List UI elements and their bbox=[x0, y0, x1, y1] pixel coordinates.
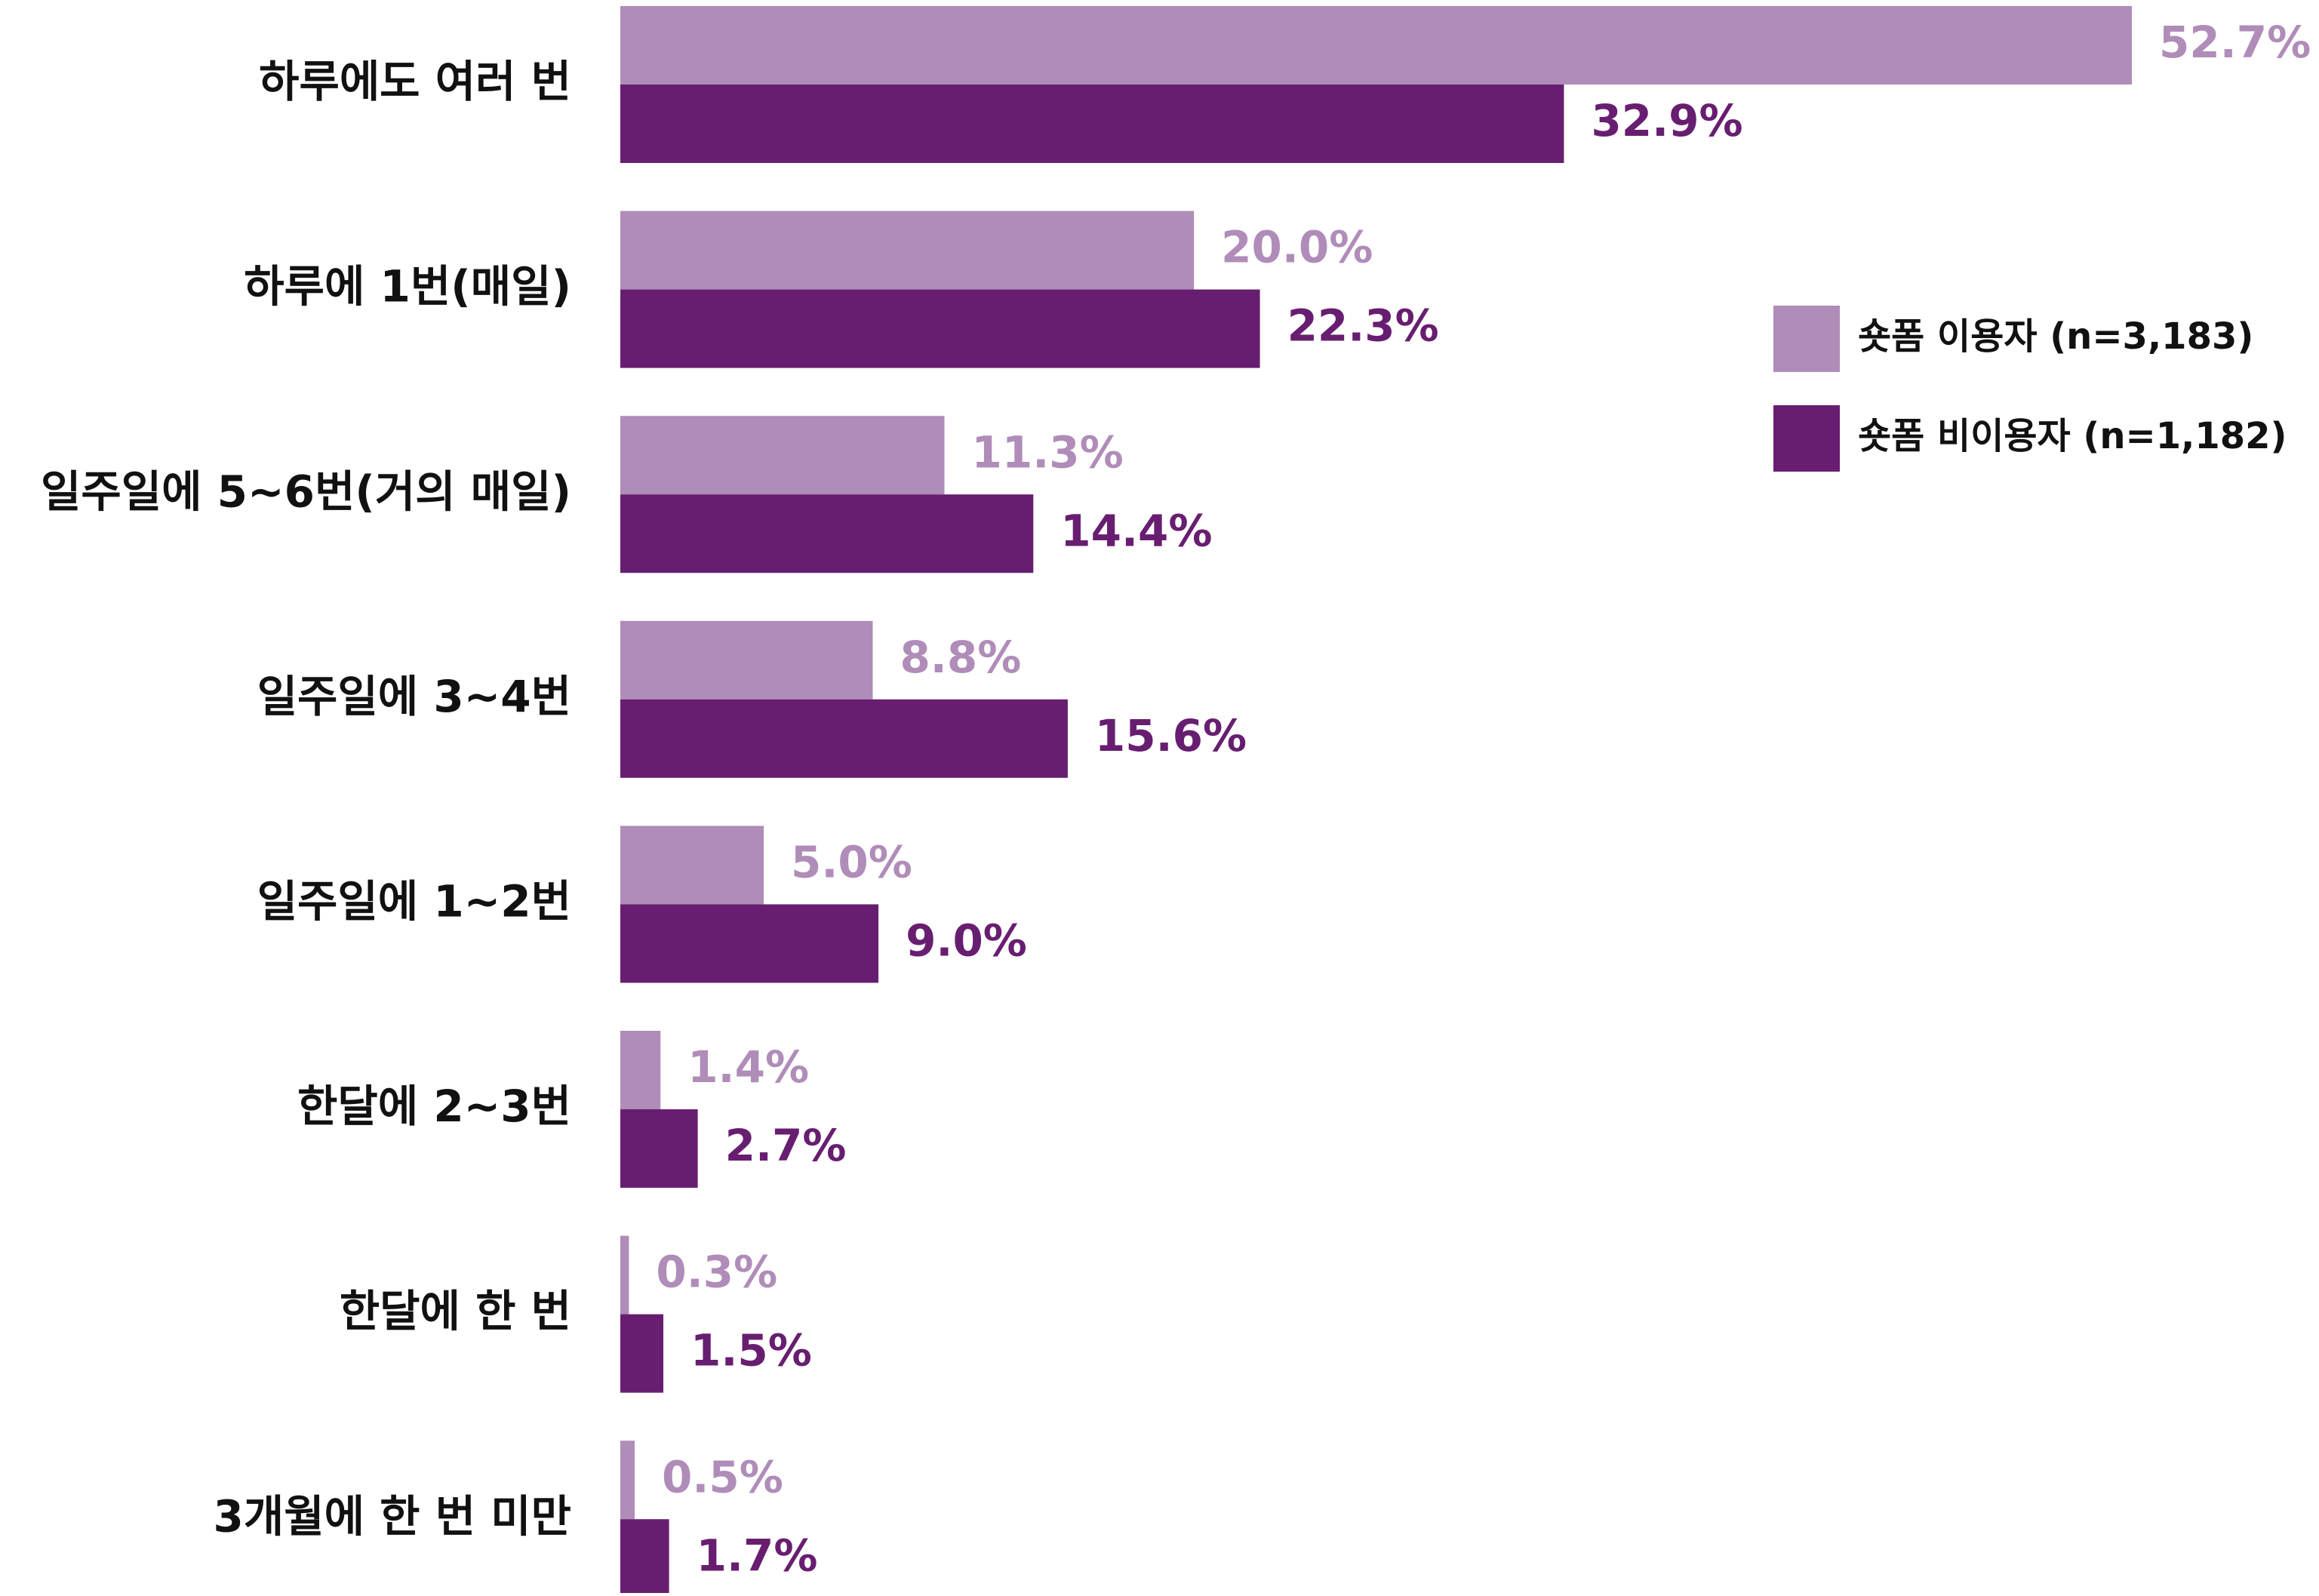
data-label: 14.4% bbox=[1060, 505, 1212, 556]
category-label: 한달에 한 번 bbox=[340, 1286, 571, 1337]
legend-swatch bbox=[1773, 306, 1840, 372]
bar-nonuser bbox=[620, 85, 1564, 163]
category-label: 한달에 2~3번 bbox=[297, 1081, 571, 1132]
data-label: 2.7% bbox=[725, 1120, 847, 1171]
data-label: 9.0% bbox=[906, 915, 1027, 967]
bar-user bbox=[620, 1441, 635, 1520]
bar-user bbox=[620, 1031, 661, 1109]
bar-user bbox=[620, 6, 2132, 85]
data-label: 8.8% bbox=[900, 632, 1021, 683]
bar-user bbox=[620, 416, 945, 495]
category-label: 하루에도 여러 번 bbox=[259, 56, 571, 107]
bar-nonuser bbox=[620, 289, 1260, 368]
data-label: 32.9% bbox=[1591, 95, 1742, 146]
data-label: 1.4% bbox=[687, 1041, 809, 1093]
bar-nonuser bbox=[620, 1519, 669, 1596]
bar-user bbox=[620, 211, 1195, 290]
bar-nonuser bbox=[620, 904, 879, 983]
bars-layer bbox=[620, 6, 2132, 1596]
data-label: 1.7% bbox=[697, 1530, 818, 1581]
category-label: 일주일에 3~4번 bbox=[257, 671, 571, 722]
bar-nonuser bbox=[620, 494, 1034, 574]
category-label: 하루에 1번(매일) bbox=[244, 261, 571, 312]
category-label: 일주일에 1~2번 bbox=[257, 876, 571, 927]
bar-nonuser bbox=[620, 1314, 664, 1393]
data-label: 20.0% bbox=[1221, 222, 1373, 273]
data-label: 15.6% bbox=[1095, 710, 1247, 761]
data-label: 5.0% bbox=[791, 837, 912, 888]
bar-user bbox=[620, 620, 873, 700]
category-label: 일주일에 5~6번(거의 매일) bbox=[41, 466, 571, 517]
bar-user bbox=[620, 826, 764, 905]
labels-layer: 하루에도 여러 번 52.7% 32.9% 하루에 1번(매일) 20.0% 22.3% 일… bbox=[41, 17, 2311, 1581]
data-label: 22.3% bbox=[1287, 300, 1439, 352]
data-label: 0.3% bbox=[656, 1247, 777, 1298]
bar-nonuser bbox=[620, 1109, 698, 1188]
legend: 숏폼 이용자 (n=3,183) 숏폼 비이용자 (n=1,182) bbox=[1773, 306, 2287, 472]
data-label: 11.3% bbox=[971, 426, 1123, 478]
legend-label: 숏폼 이용자 (n=3,183) bbox=[1858, 315, 2253, 358]
data-label: 1.5% bbox=[690, 1325, 812, 1376]
bar-user bbox=[620, 1235, 629, 1315]
data-label: 52.7% bbox=[2159, 17, 2311, 68]
legend-label: 숏폼 비이용자 (n=1,182) bbox=[1858, 415, 2287, 457]
category-label: 3개월에 한 번 미만 bbox=[214, 1490, 571, 1542]
bar-nonuser bbox=[620, 699, 1068, 778]
legend-swatch bbox=[1773, 405, 1840, 472]
data-label: 0.5% bbox=[662, 1451, 783, 1502]
